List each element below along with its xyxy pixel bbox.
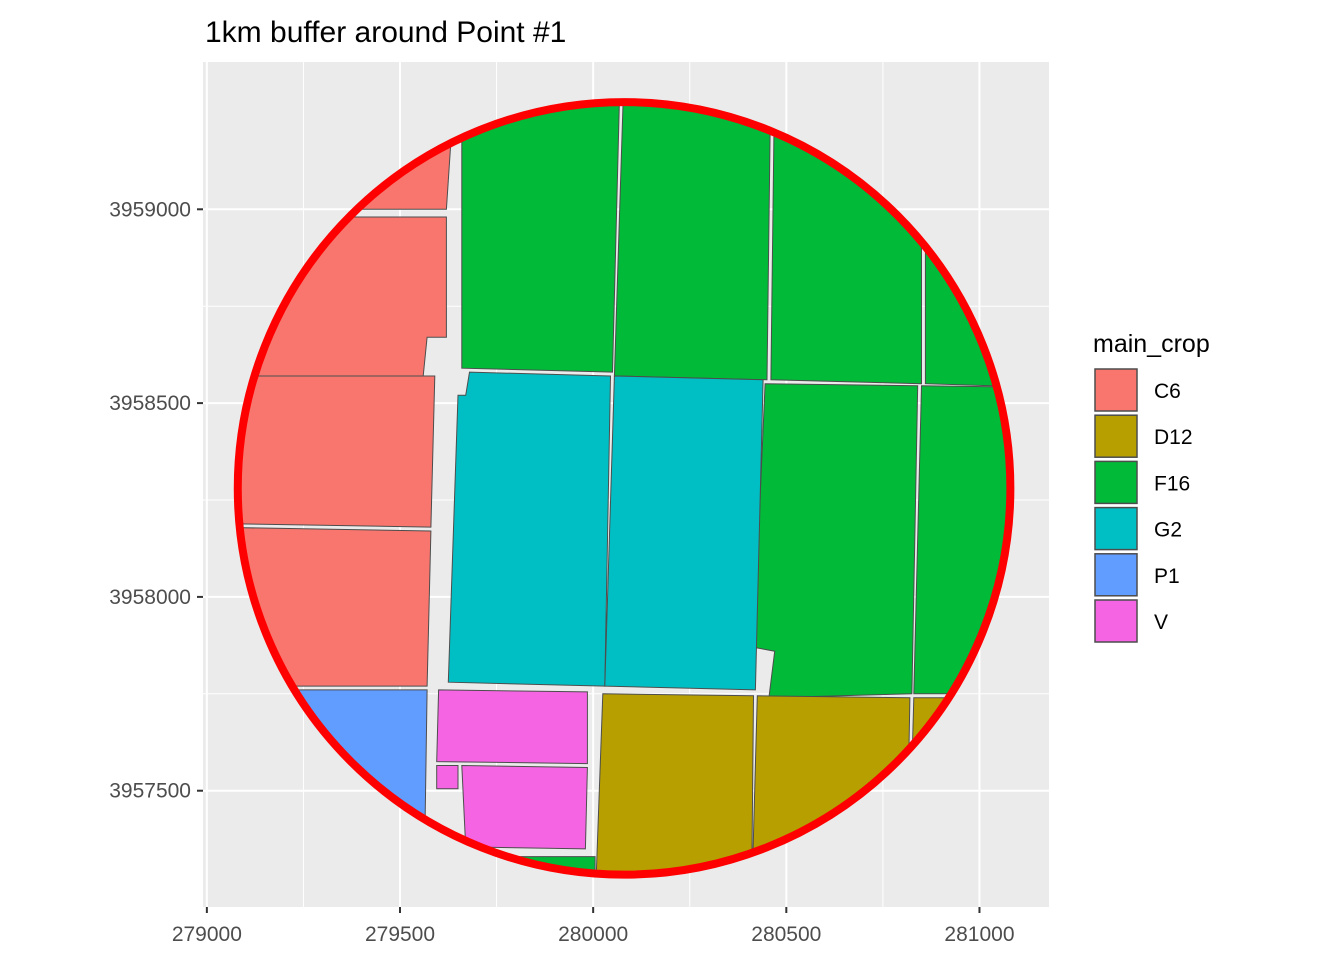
y-tick-label: 3958500 — [109, 392, 191, 415]
plot-panel — [203, 62, 1049, 907]
field-F16 — [752, 383, 919, 699]
legend-label: G2 — [1154, 519, 1182, 542]
legend-swatch — [1094, 460, 1138, 505]
field-F16 — [613, 102, 772, 381]
legend-label: V — [1154, 611, 1168, 634]
x-tick-label: 280500 — [751, 923, 821, 946]
legend-swatch — [1094, 506, 1138, 551]
field-V — [461, 764, 588, 850]
legend-label: P1 — [1154, 565, 1180, 588]
field-F16 — [461, 102, 621, 373]
x-tick-label: 280000 — [558, 923, 628, 946]
legend-label: F16 — [1154, 472, 1190, 495]
field-G2 — [447, 371, 612, 687]
legend-swatch — [1094, 414, 1138, 458]
legend-swatch — [1094, 368, 1138, 412]
legend-label: D12 — [1154, 426, 1193, 449]
legend: main_crop C6 D12 F16 G2 P1 V — [1093, 330, 1210, 643]
field-C6 — [237, 375, 436, 528]
y-tick-label: 3958000 — [109, 586, 191, 609]
x-axis: 279000 279500 280000 280500 281000 — [172, 907, 1015, 946]
legend-swatch — [1094, 599, 1138, 643]
y-tick-label: 3957500 — [109, 780, 191, 803]
field-V — [436, 765, 459, 790]
legend-swatch — [1094, 553, 1138, 597]
field-D12 — [594, 693, 755, 875]
chart-title: 1km buffer around Point #1 — [205, 16, 566, 49]
x-tick-label: 279500 — [365, 923, 435, 946]
y-tick-label: 3959000 — [109, 198, 191, 221]
y-axis: 3957500 3958000 3958500 3959000 — [109, 198, 203, 803]
x-tick-label: 279000 — [172, 923, 242, 946]
legend-title: main_crop — [1093, 330, 1210, 358]
x-tick-label: 281000 — [944, 923, 1014, 946]
buffer-circle — [233, 98, 1015, 879]
legend-label: C6 — [1154, 380, 1181, 403]
field-V — [436, 689, 588, 765]
field-G2 — [604, 375, 764, 691]
